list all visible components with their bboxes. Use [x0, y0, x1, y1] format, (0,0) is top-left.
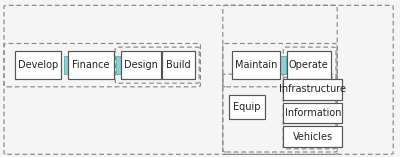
- FancyBboxPatch shape: [68, 51, 114, 79]
- Text: Design: Design: [124, 60, 158, 70]
- FancyBboxPatch shape: [283, 103, 342, 123]
- Text: Develop: Develop: [18, 60, 58, 70]
- FancyBboxPatch shape: [158, 56, 165, 74]
- Text: Build: Build: [166, 60, 191, 70]
- Text: Maintain: Maintain: [235, 60, 277, 70]
- Text: Finance: Finance: [72, 60, 110, 70]
- Text: Equip: Equip: [234, 102, 261, 112]
- FancyBboxPatch shape: [15, 51, 61, 79]
- Text: Information: Information: [284, 108, 341, 118]
- FancyBboxPatch shape: [283, 79, 342, 100]
- FancyBboxPatch shape: [229, 95, 265, 119]
- Text: Operate: Operate: [289, 60, 329, 70]
- FancyBboxPatch shape: [116, 56, 124, 74]
- FancyBboxPatch shape: [64, 56, 71, 74]
- FancyBboxPatch shape: [283, 126, 342, 147]
- Text: Infrastructure: Infrastructure: [279, 84, 346, 95]
- FancyBboxPatch shape: [279, 56, 286, 74]
- FancyBboxPatch shape: [162, 51, 195, 79]
- FancyBboxPatch shape: [232, 51, 280, 79]
- FancyBboxPatch shape: [121, 51, 161, 79]
- Text: Vehicles: Vehicles: [293, 132, 333, 142]
- FancyBboxPatch shape: [287, 51, 331, 79]
